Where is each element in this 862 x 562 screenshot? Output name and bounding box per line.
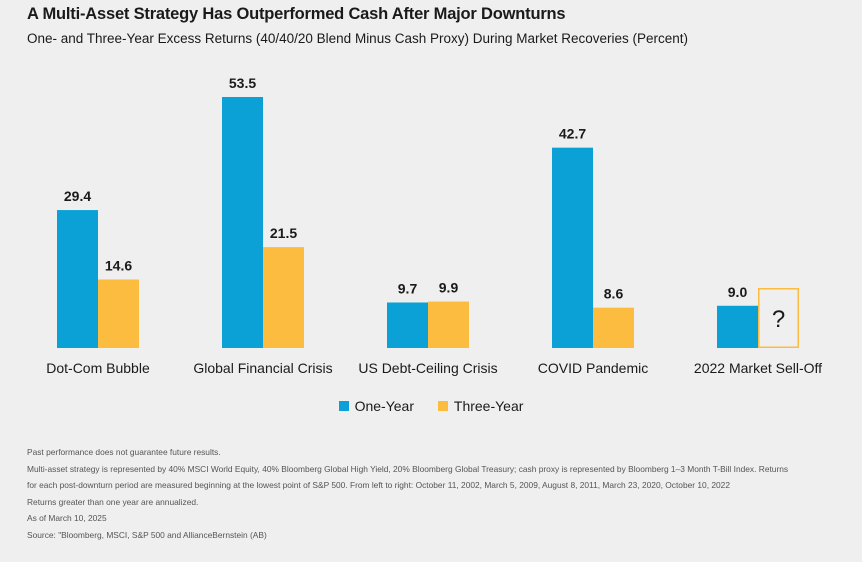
bar-one-year [387,302,428,348]
category-label: Global Financial Crisis [193,360,332,376]
bar-placeholder-three-year [758,288,799,348]
data-label-one-year: 53.5 [229,75,256,91]
legend-item-one-year: One-Year [338,398,414,414]
data-label-one-year: 9.7 [398,280,418,296]
chart-subtitle: One- and Three-Year Excess Returns (40/4… [27,31,689,46]
bar-placeholder-label: ? [772,306,785,333]
legend-swatch-three-year [437,401,448,411]
bar-three-year [98,279,139,348]
data-label-three-year: 8.6 [604,286,624,302]
legend-swatch-one-year [338,401,349,411]
footnotes: Past performance does not guarantee futu… [27,444,827,543]
legend: One-Year Three-Year [0,398,862,414]
category-label: COVID Pandemic [538,360,648,376]
category-label: Dot-Com Bubble [46,360,150,376]
legend-label-one-year: One-Year [354,398,414,414]
data-label-three-year: 14.6 [105,258,132,274]
bar-chart: 29.4 14.6 Dot-Com Bubble 53.5 21.5 Global Fin… [46,75,822,376]
bar-one-year [552,147,593,348]
bar-three-year [263,247,304,348]
category-label: 2022 Market Sell-Off [694,360,822,376]
category-label: US Debt-Ceiling Crisis [358,360,497,376]
data-label-three-year: 21.5 [270,225,297,241]
data-label-three-year: 9.9 [439,280,459,296]
footnote-as-of: As of March 10, 2025 [27,513,107,523]
chart-title: A Multi-Asset Strategy Has Outperformed … [27,5,566,23]
footnote-source: Source: "Bloomberg, MSCI, S&P 500 and Al… [27,529,267,540]
legend-item-three-year: Three-Year [437,398,524,414]
footnote-annualized: Returns greater than one year are annual… [27,496,199,507]
footnote-methodology: Multi-asset strategy is represented by 4… [27,463,789,474]
data-label-one-year: 29.4 [64,188,91,204]
data-label-one-year: 9.0 [728,284,748,300]
bar-three-year [593,307,634,348]
bar-one-year [717,305,758,348]
bar-one-year [57,210,98,348]
footnote-disclaimer: Past performance does not guarantee futu… [27,447,221,457]
bar-three-year [428,301,469,348]
footnote-dates: for each post-downturn period are measur… [27,480,730,490]
data-label-one-year: 42.7 [559,126,586,142]
legend-label-three-year: Three-Year [453,398,524,414]
bar-one-year [222,97,263,348]
